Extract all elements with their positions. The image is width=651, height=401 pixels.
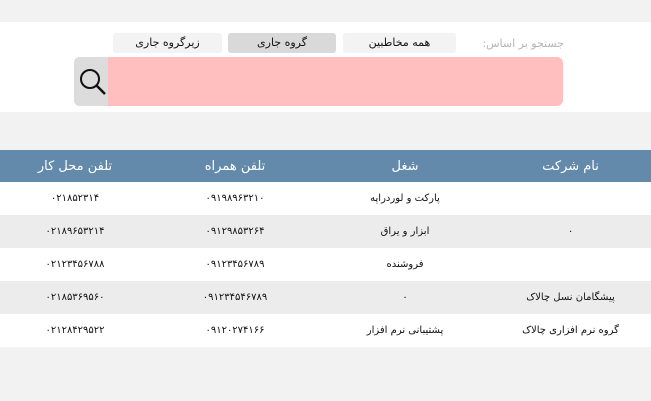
col-company[interactable]: نام شرکت (490, 150, 651, 182)
table-row[interactable]: فروشنده ۰۹۱۲۳۴۵۶۷۸۹ ۰۲۱۲۳۴۵۶۷۸۸ (0, 248, 651, 281)
table-cell: ۰۹۱۲۹۸۵۳۲۶۴ (150, 215, 320, 248)
table-cell: ابزار و یراق (320, 215, 490, 248)
table-row[interactable]: پارکت و لوردراپه ۰۹۱۹۸۹۶۳۲۱۰ ۰۲۱۸۵۲۳۱۴ (0, 182, 651, 215)
table-cell: پارکت و لوردراپه (320, 182, 490, 215)
search-input[interactable] (74, 57, 563, 106)
table-cell: فروشنده (320, 248, 490, 281)
table-cell: ۰۲۱۸۵۲۳۱۴ (0, 182, 150, 215)
table-cell: ۰ (490, 215, 651, 248)
table-cell: پیشگامان نسل چالاک (490, 281, 651, 314)
col-mobile[interactable]: تلفن همراه (150, 150, 320, 182)
table-row[interactable]: گروه نرم افزاری چالاک پشتیبانی نرم افزار ۰… (0, 314, 651, 347)
table-cell: گروه نرم افزاری چالاک (490, 314, 651, 347)
search-by-label: جستجو بر اساس: (482, 37, 564, 50)
table-cell (490, 182, 651, 215)
table-cell: ۰۲۱۲۸۴۲۹۵۲۲ (0, 314, 150, 347)
table-cell (490, 248, 651, 281)
table-cell: ۰۹۱۲۰۲۷۴۱۶۶ (150, 314, 320, 347)
current-subgroup-button[interactable]: زیرگروه جاری (113, 33, 222, 53)
table-cell: ۰۹۱۹۸۹۶۳۲۱۰ (150, 182, 320, 215)
table-row[interactable]: ۰ ابزار و یراق ۰۹۱۲۹۸۵۳۲۶۴ ۰۲۱۸۹۶۵۳۲۱۴ (0, 215, 651, 248)
table-cell: ۰ (320, 281, 490, 314)
table-cell: پشتیبانی نرم افزار (320, 314, 490, 347)
current-group-button[interactable]: گروه جاری (228, 33, 336, 53)
col-work-phone[interactable]: تلفن محل کار (0, 150, 150, 182)
table-row[interactable]: پیشگامان نسل چالاک ۰ ۰۹۱۲۳۴۵۴۶۷۸۹ ۰۲۱۸۵۳۶۹۵… (0, 281, 651, 314)
contacts-table: نام شرکت شغل تلفن همراه تلفن محل کار پار… (0, 150, 651, 347)
search-icon[interactable] (74, 57, 108, 106)
table-cell: ۰۲۱۲۳۴۵۶۷۸۸ (0, 248, 150, 281)
col-job[interactable]: شغل (320, 150, 490, 182)
table-cell: ۰۹۱۲۳۴۵۶۷۸۹ (150, 248, 320, 281)
table-cell: ۰۹۱۲۳۴۵۴۶۷۸۹ (150, 281, 320, 314)
table-cell: ۰۲۱۸۹۶۵۳۲۱۴ (0, 215, 150, 248)
all-contacts-button[interactable]: همه مخاطبین (343, 33, 456, 53)
table-cell: ۰۲۱۸۵۳۶۹۵۶۰ (0, 281, 150, 314)
